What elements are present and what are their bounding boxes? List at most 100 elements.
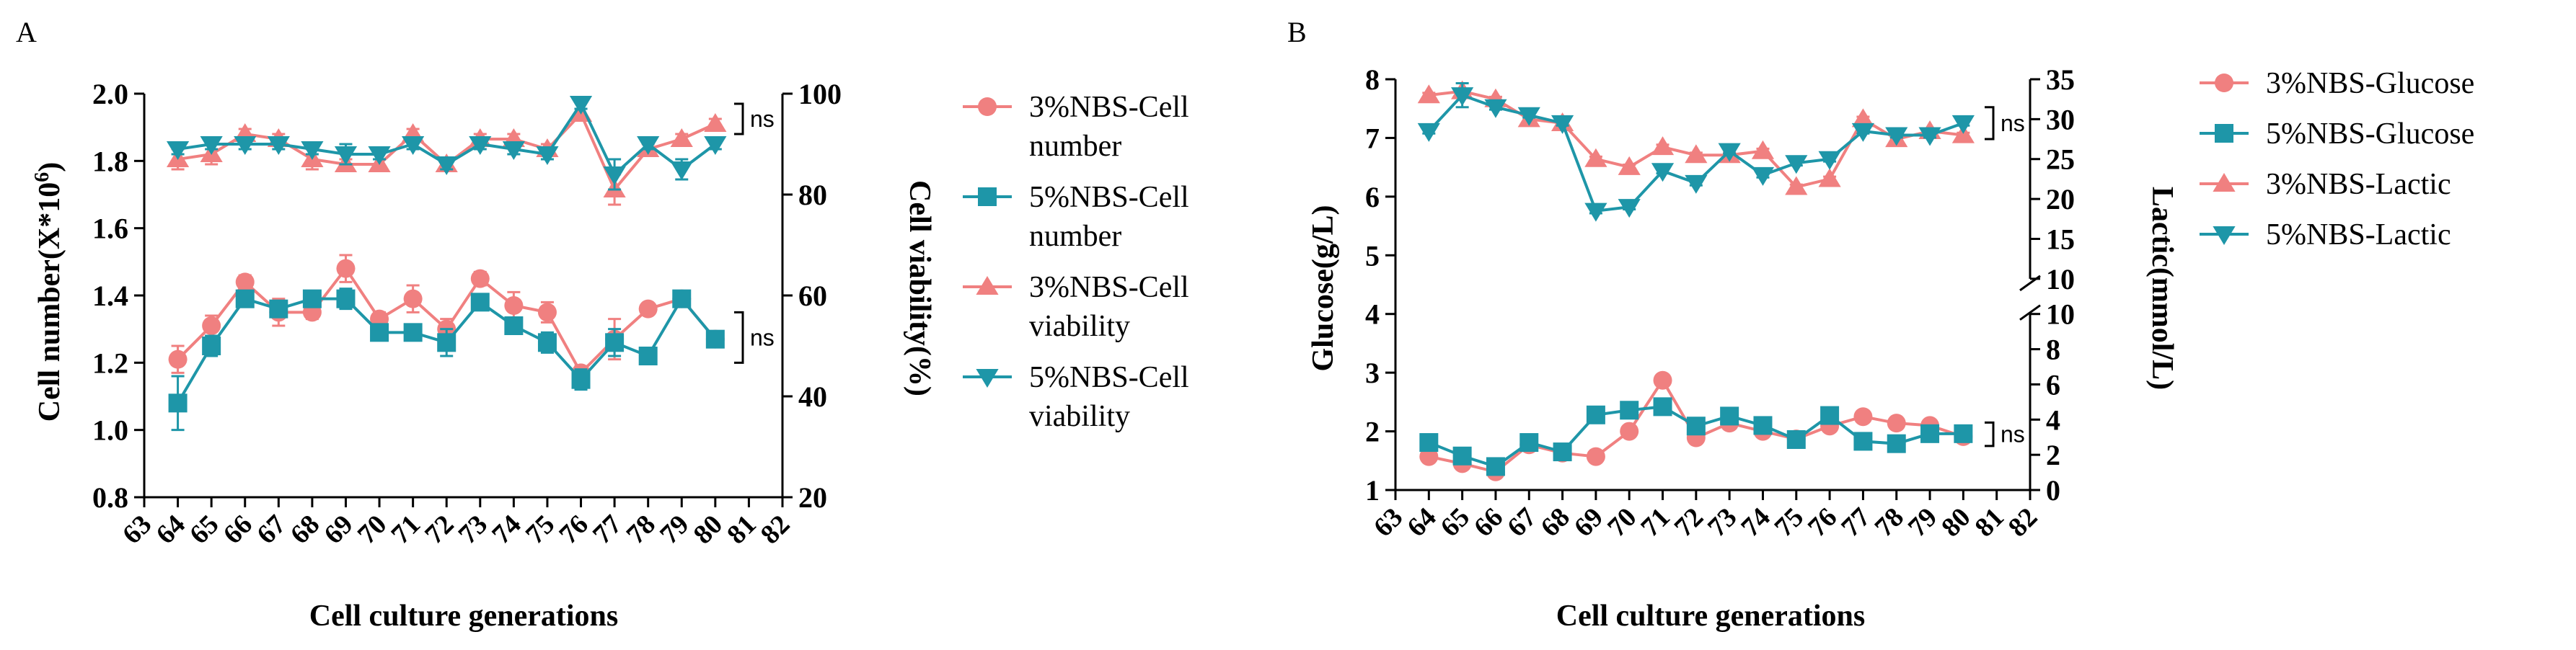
data-point: [1818, 168, 1841, 187]
data-point: [637, 135, 660, 155]
data-point: [536, 146, 559, 165]
data-point: [402, 135, 425, 155]
data-point: [1720, 406, 1739, 426]
legend-label: 5%NBS-Cell: [1029, 181, 1189, 214]
data-point: [1851, 123, 1875, 142]
data-point: [1620, 401, 1639, 420]
data-point: [1417, 84, 1440, 104]
legend-item: 5%NBS-Cell number: [963, 181, 1189, 253]
data-point: [1584, 202, 1607, 222]
data-point: [168, 393, 188, 413]
panel-a-ylabel-end: ): [33, 162, 66, 172]
data-point: [403, 289, 423, 308]
data-point: [1620, 422, 1639, 441]
axis-break-mark: [2019, 304, 2041, 321]
data-point: [1751, 140, 1775, 159]
y-tick-label: 1.0: [92, 414, 128, 447]
data-point: [435, 156, 458, 175]
data-point: [704, 135, 727, 155]
panel-b: B Cell culture generations Glucose(g/L) …: [1287, 16, 2474, 633]
data-point: [334, 146, 358, 165]
data-point: [1851, 108, 1875, 128]
x-tick-label: 82: [2003, 502, 2044, 543]
legend-marker: [976, 276, 999, 295]
data-point: [1887, 434, 1906, 453]
legend-label: 3%NBS-Glucose: [2266, 67, 2474, 100]
data-point: [1653, 370, 1672, 390]
ns-label: ns: [2001, 422, 2025, 448]
y2-tick-label: 20: [798, 481, 827, 514]
data-point: [469, 135, 492, 155]
y-tick-label: 1.4: [92, 280, 128, 312]
data-point: [470, 269, 490, 288]
data-point: [504, 316, 524, 335]
data-point: [571, 370, 591, 389]
legend-label: 5%NBS-Glucose: [2266, 117, 2474, 151]
data-point: [504, 296, 524, 315]
data-point: [1417, 123, 1440, 142]
y-tick-label: 2: [1365, 416, 1380, 448]
data-point: [1586, 447, 1605, 466]
x-tick-label: 82: [755, 509, 796, 551]
data-point: [403, 323, 423, 342]
y-tick-label: 1.2: [92, 347, 128, 379]
data-point: [1618, 199, 1641, 218]
ns-bracket: [734, 102, 744, 135]
y2-tick-label: 100: [798, 78, 842, 110]
panel-b-plot: 1234567802468101015202530356364656667686…: [1365, 63, 2075, 543]
y2-tick-label: 4: [2046, 404, 2060, 436]
data-point: [1885, 127, 1908, 146]
data-point: [1452, 446, 1472, 466]
data-point: [301, 141, 324, 160]
data-point: [1853, 407, 1873, 427]
y-tick-label: 3: [1365, 357, 1380, 389]
data-point: [336, 289, 356, 308]
series-line: [177, 111, 716, 192]
panel-a-xlabel: Cell culture generations: [309, 600, 619, 633]
data-point: [1954, 424, 1973, 443]
data-point: [202, 316, 221, 335]
data-point: [1586, 405, 1605, 424]
y2-tick-label: 2: [2046, 439, 2060, 471]
y2-tick-label: 10: [2046, 298, 2075, 331]
y2-tick-label: 25: [2046, 143, 2075, 176]
y-tick-label: 8: [1365, 63, 1380, 96]
legend-label: number: [1029, 130, 1121, 163]
panel-b-y2label: Lactic(mmol/L): [2145, 187, 2179, 390]
data-point: [235, 272, 255, 292]
y2-tick-label: 6: [2046, 368, 2060, 401]
data-point: [537, 333, 557, 352]
data-point: [1820, 406, 1840, 425]
y2-tick-label: 0: [2046, 474, 2060, 507]
data-point: [370, 323, 389, 342]
data-point: [1651, 136, 1675, 156]
data-point: [1419, 433, 1439, 453]
y-tick-label: 5: [1365, 239, 1380, 272]
data-point: [1686, 417, 1706, 436]
y2-tick-label: 8: [2046, 334, 2060, 366]
series-5-nbs-cell-viability: [166, 95, 727, 191]
legend-item: 3%NBS-Lactic: [2200, 168, 2451, 201]
data-point: [569, 95, 593, 115]
legend-marker: [978, 187, 997, 206]
data-point: [1853, 432, 1873, 451]
data-point: [202, 337, 221, 355]
panel-b-xlabel: Cell culture generations: [1556, 600, 1866, 633]
y-tick-label: 4: [1365, 298, 1380, 331]
data-point: [1718, 143, 1741, 162]
data-point: [1685, 174, 1708, 194]
data-point: [1920, 424, 1940, 443]
panel-a-ylabel: Cell number(X*106): [31, 162, 67, 422]
data-point: [638, 347, 658, 365]
data-point: [704, 113, 727, 133]
y2-tick-label: 40: [798, 380, 827, 413]
legend-item: 5%NBS-Cell viability: [963, 361, 1189, 433]
legend-label: number: [1029, 220, 1121, 253]
data-point: [267, 135, 290, 155]
y-tick-label: 1: [1365, 474, 1380, 507]
legend-item: 3%NBS-Cell viability: [963, 271, 1189, 343]
data-point: [1887, 414, 1906, 433]
data-point: [302, 289, 322, 308]
legend-item: 3%NBS-Cell number: [963, 91, 1189, 163]
